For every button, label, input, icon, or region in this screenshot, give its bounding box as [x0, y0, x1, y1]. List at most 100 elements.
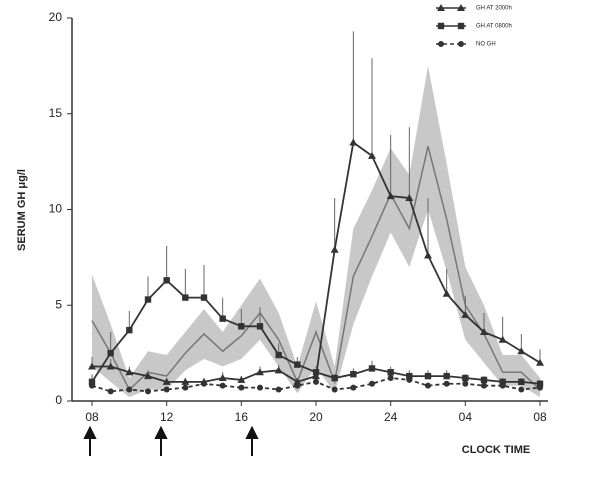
data-point — [238, 384, 245, 391]
data-point — [331, 374, 338, 382]
legend-marker — [458, 41, 464, 47]
legend-label: NO GH — [476, 42, 496, 48]
data-point — [201, 380, 207, 387]
data-point — [461, 310, 470, 318]
data-point — [442, 289, 451, 297]
data-point — [106, 362, 115, 370]
data-point — [182, 384, 189, 391]
data-point — [369, 380, 375, 387]
data-point — [368, 365, 376, 372]
x-tick-label: 20 — [309, 410, 323, 424]
data-point — [89, 382, 95, 389]
data-point — [237, 375, 246, 383]
data-point — [331, 386, 338, 393]
data-point — [256, 323, 264, 330]
legend-marker — [457, 4, 465, 11]
data-point — [88, 378, 96, 386]
data-point — [145, 388, 151, 395]
data-point — [518, 378, 525, 386]
data-point — [462, 374, 469, 382]
data-point — [107, 388, 114, 395]
data-point — [312, 372, 320, 380]
legend-marker — [437, 4, 445, 11]
data-point — [200, 294, 208, 301]
y-tick-label: 10 — [49, 202, 63, 216]
x-tick-label: 08 — [533, 410, 547, 424]
data-point — [163, 386, 170, 393]
band-area — [92, 65, 540, 398]
data-point — [219, 315, 226, 322]
x-tick-label: 12 — [160, 410, 174, 424]
data-point — [406, 376, 413, 383]
data-point — [349, 138, 358, 146]
data-point — [144, 296, 152, 303]
data-point — [313, 378, 319, 385]
data-point — [537, 384, 543, 391]
legend-marker — [457, 22, 465, 30]
x-tick-label: 16 — [235, 410, 249, 424]
x-tick-label: 24 — [384, 410, 398, 424]
data-point — [274, 366, 283, 374]
legend-label: GH AT 2000h — [476, 6, 512, 12]
legend-label: GH AT 0800h — [476, 24, 512, 30]
data-point — [462, 380, 469, 387]
x-tick-label: 04 — [459, 410, 473, 424]
data-point — [162, 377, 171, 385]
data-point — [294, 361, 301, 368]
data-point — [498, 335, 507, 343]
data-point — [517, 347, 526, 355]
y-tick-label: 0 — [55, 393, 62, 407]
data-point — [257, 384, 263, 391]
data-point — [294, 382, 301, 389]
data-point — [275, 386, 282, 393]
data-point — [536, 358, 544, 366]
data-point — [424, 372, 432, 380]
data-point — [182, 294, 189, 301]
data-point — [480, 328, 488, 336]
data-point — [480, 376, 488, 384]
data-point — [256, 368, 264, 376]
y-tick-label: 15 — [49, 106, 63, 120]
data-point — [181, 377, 190, 385]
y-tick-label: 20 — [49, 10, 63, 24]
data-point — [126, 326, 133, 334]
data-point — [481, 382, 487, 389]
data-point — [293, 377, 302, 385]
data-point — [107, 349, 114, 357]
data-point — [499, 382, 506, 389]
data-point — [144, 372, 152, 380]
data-point — [88, 362, 96, 370]
data-point — [424, 251, 432, 259]
dose-arrows — [83, 425, 259, 456]
data-point — [368, 151, 376, 159]
y-axis-label: SERUM GH μg/l — [16, 169, 28, 251]
x-tick-label: 08 — [85, 410, 99, 424]
data-point — [350, 370, 357, 378]
data-point — [387, 369, 394, 376]
data-point — [125, 368, 134, 376]
data-point — [163, 277, 170, 284]
data-point — [405, 194, 414, 202]
data-point — [238, 323, 245, 330]
x-axis-label: CLOCK TIME — [462, 444, 530, 456]
data-point — [218, 374, 227, 382]
data-point — [387, 375, 394, 382]
data-point — [350, 384, 357, 391]
data-point — [330, 245, 339, 253]
data-point — [275, 351, 282, 359]
data-point — [443, 372, 450, 380]
data-point — [425, 382, 431, 389]
legend-marker — [438, 41, 444, 47]
data-point — [406, 372, 413, 380]
data-point — [219, 382, 226, 389]
legend-marker — [437, 22, 445, 30]
data-point — [536, 380, 544, 387]
data-point — [126, 386, 133, 393]
data-point — [499, 378, 506, 386]
data-point — [443, 380, 450, 387]
data-point — [518, 386, 525, 393]
data-point — [386, 192, 395, 200]
data-point — [312, 369, 320, 376]
y-tick-label: 5 — [55, 297, 62, 311]
